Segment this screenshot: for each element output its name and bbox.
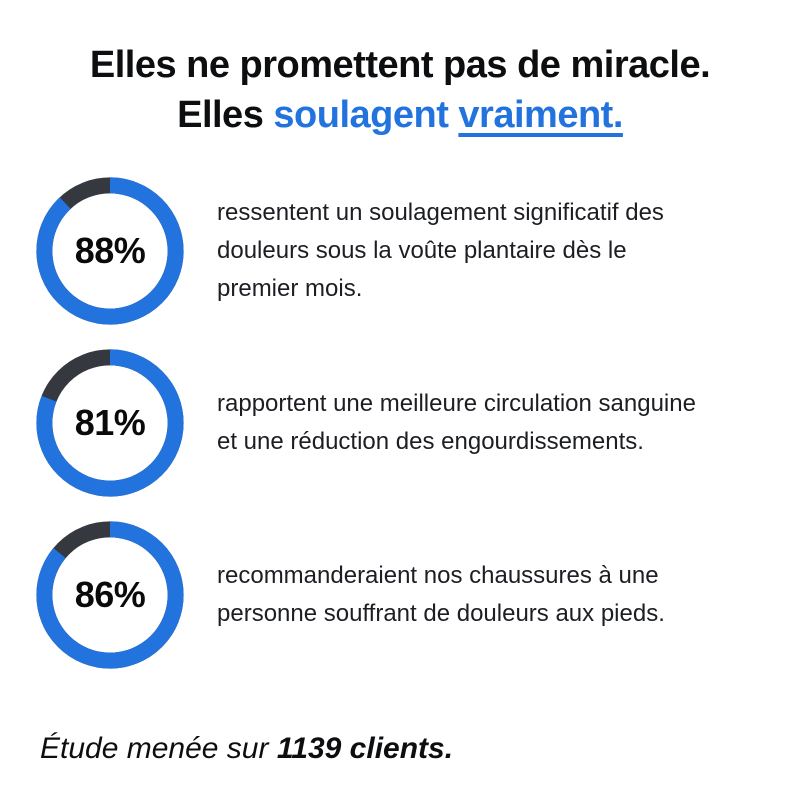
footnote-prefix: Étude menée sur — [40, 732, 269, 765]
study-footnote: Étude menée sur 1139 clients. — [40, 732, 800, 766]
page-title: Elles ne promettent pas de miracle. Elle… — [0, 0, 800, 140]
title-line2-plain: Elles — [177, 94, 264, 136]
title-line2-underlined: vraiment. — [458, 94, 623, 136]
donut-gauge-svg — [36, 177, 184, 325]
donut-gauge-circulation: 81% — [35, 348, 185, 498]
footnote-emphasis: 1139 clients. — [276, 732, 454, 765]
stat-description: recommanderaient nos chaussures à une pe… — [217, 562, 665, 627]
stats-list: 88% ressentent un soulagement significat… — [35, 176, 800, 670]
percent-label: 88% — [74, 230, 146, 271]
stat-description: rapportent une meilleure circulation san… — [217, 390, 696, 455]
stat-row-circulation: 81% rapportent une meilleure circulation… — [35, 348, 800, 498]
stat-row-recommend: 86% recommanderaient nos chaussures à un… — [35, 520, 800, 670]
stat-row-relief: 88% ressentent un soulagement significat… — [35, 176, 800, 326]
donut-gauge-svg — [36, 349, 184, 497]
percent-label: 81% — [74, 402, 146, 443]
title-line1: Elles ne promettent pas de miracle. — [89, 44, 711, 86]
percent-label: 86% — [74, 574, 146, 615]
donut-gauge-svg — [36, 521, 184, 669]
donut-gauge-recommend: 86% — [35, 520, 185, 670]
donut-gauge-relief: 88% — [35, 176, 185, 326]
title-line2-highlight: soulagent — [273, 94, 449, 136]
stat-description: ressentent un soulagement significatif d… — [217, 199, 664, 302]
